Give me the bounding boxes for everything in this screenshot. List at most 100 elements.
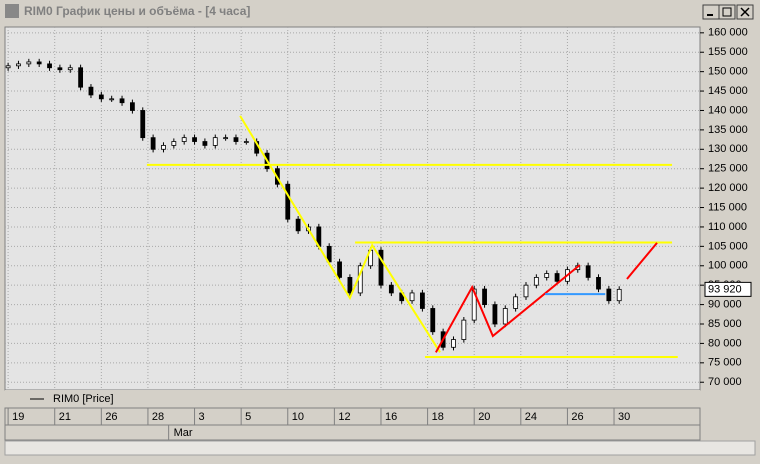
x-tick-label: 16 [385, 411, 397, 423]
plot-area [4, 26, 701, 391]
candle-body [409, 292, 415, 302]
x-tick-label: 19 [12, 411, 24, 423]
y-tick-label: 135 000 [708, 124, 748, 136]
candle-body [523, 284, 529, 298]
x-tick-label: 5 [245, 411, 251, 423]
y-tick-label: 150 000 [708, 66, 748, 78]
x-tick-label: 24 [525, 411, 537, 423]
candle-body [233, 137, 239, 142]
close-icon [740, 7, 750, 17]
candle-body [26, 61, 32, 65]
x-tick-label: 28 [152, 411, 164, 423]
y-tick-label: 145 000 [708, 85, 748, 97]
y-tick-label: 90 000 [708, 298, 742, 310]
candle-body [585, 265, 591, 278]
candle-body [129, 102, 135, 111]
y-tick-label: 130 000 [708, 143, 748, 155]
candle-body [47, 63, 52, 69]
candle-body [140, 110, 146, 139]
window-buttons [702, 4, 754, 20]
candle-body [161, 145, 166, 150]
candle-body [223, 137, 229, 140]
candle-body [596, 277, 601, 290]
candle-body [119, 98, 125, 104]
y-tick-label: 70 000 [708, 376, 742, 388]
candle-body [150, 137, 156, 150]
trend-line [435, 264, 581, 353]
candle-body [78, 67, 84, 88]
candle-body [616, 288, 622, 302]
candle-body [544, 273, 550, 278]
x-tick-label: 21 [59, 411, 71, 423]
y-tick-label: 75 000 [708, 357, 742, 369]
last-price-label: 93 920 [708, 283, 742, 295]
candle-body [16, 63, 21, 67]
x-tick-label: 12 [338, 411, 350, 423]
title-bar [2, 2, 758, 21]
candle-body [347, 277, 353, 294]
candle-body [502, 308, 508, 325]
x-tick-label: 10 [292, 411, 304, 423]
window-title: RIM0 График цены и объёма - [4 часа] [24, 4, 250, 18]
y-tick-label: 105 000 [708, 240, 748, 252]
app-icon [5, 4, 19, 18]
y-tick-label: 80 000 [708, 337, 742, 349]
last-price-box [704, 281, 752, 297]
candle-body [513, 296, 519, 309]
y-tick-label: 160 000 [708, 27, 748, 39]
month-label: Mar [174, 427, 193, 439]
candle-body [181, 137, 187, 142]
legend-label: RIM0 [Price] [53, 393, 114, 405]
candle-body [471, 288, 477, 321]
maximize-button[interactable] [718, 4, 736, 20]
candle-body [36, 61, 42, 65]
candle-body [388, 284, 394, 294]
candle-body [67, 67, 73, 71]
candle-body [285, 183, 291, 220]
x-tick-label: 3 [199, 411, 205, 423]
trend-line [626, 242, 658, 280]
y-tick-label: 120 000 [708, 182, 748, 194]
candle-body [109, 98, 115, 101]
trend-line [239, 115, 441, 353]
candle-body [420, 292, 425, 309]
candle-body [295, 218, 301, 232]
y-tick-label: 110 000 [708, 221, 747, 233]
x-tick-label: 18 [432, 411, 444, 423]
candle-body [5, 65, 11, 69]
y-tick-label: 85 000 [708, 318, 742, 330]
maximize-icon [722, 7, 732, 17]
candle-body [430, 308, 436, 333]
candle-body [171, 141, 177, 146]
candle-body [451, 339, 456, 348]
candle-body [482, 288, 487, 305]
candle-body [337, 261, 342, 278]
candle-body [192, 137, 197, 142]
x-tick-label: 26 [105, 411, 117, 423]
candle-body [606, 288, 612, 302]
y-tick-label: 115 000 [708, 201, 747, 213]
legend-area [5, 390, 700, 408]
minimize-button[interactable] [702, 4, 720, 20]
candle-body [202, 141, 208, 146]
candle-body [88, 86, 94, 96]
y-tick-label: 155 000 [708, 46, 748, 58]
candle-body [492, 304, 498, 325]
candle-body [461, 319, 467, 340]
candle-body [212, 137, 218, 146]
candle-body [533, 277, 539, 286]
y-tick-label: 140 000 [708, 104, 748, 116]
y-tick-label: 100 000 [708, 260, 748, 272]
x-tick-label: 20 [478, 411, 490, 423]
candle-body [243, 141, 249, 143]
y-tick-label: 125 000 [708, 163, 748, 175]
scrollbar[interactable] [4, 440, 756, 456]
candle-body [378, 249, 384, 286]
date-axis [4, 407, 701, 441]
candle-body [98, 94, 104, 100]
x-tick-label: 30 [618, 411, 630, 423]
x-tick-label: 26 [571, 411, 583, 423]
candle-body [57, 67, 63, 71]
candle-body [554, 273, 560, 282]
